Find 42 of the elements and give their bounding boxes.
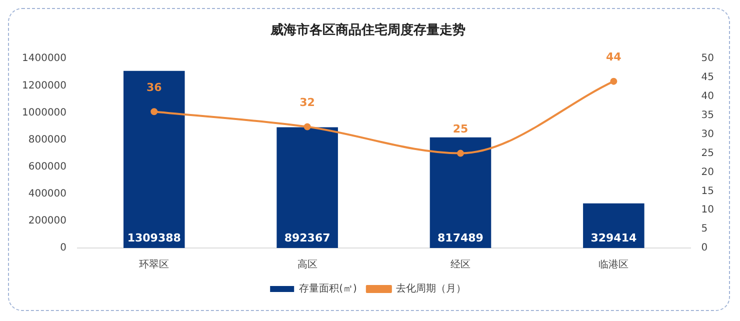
y2-tick-label: 50 [701,53,714,64]
y2-tick-label: 35 [701,110,714,122]
bar [583,203,644,248]
data-label: 1309388 [127,231,181,244]
y-tick-label: 400000 [28,188,67,200]
data-label: 36 [146,80,162,94]
x-tick-label: 高区 [297,258,318,271]
x-tick-label: 临港区 [598,258,629,271]
data-label: 32 [300,96,315,110]
point [610,78,618,85]
y-tick-label: 1200000 [22,80,67,92]
bar [430,137,492,248]
legend-label: 去化周期（月） [396,282,466,295]
y2-tick-label: 5 [701,224,708,235]
y2-tick-label: 20 [701,166,714,178]
y2-tick-label: 10 [701,204,714,216]
chart-title: 威海市各区商品住宅周度存量走势 [270,22,466,38]
data-label: 25 [452,122,468,136]
data-label: 329414 [590,231,637,244]
y2-tick-label: 45 [701,72,714,84]
data-label: 892367 [284,231,330,244]
y-tick-label: 1400000 [22,53,67,64]
y-tick-label: 0 [60,242,67,254]
y2-tick-label: 15 [701,186,714,197]
point [150,108,158,116]
x-tick-label: 经区 [450,258,470,271]
y-tick-label: 1000000 [22,107,67,118]
y2-tick-label: 40 [701,91,714,102]
y2-tick-label: 0 [701,242,708,254]
bar [123,70,185,248]
x-tick-label: 环翠区 [139,260,170,271]
y2-tick-label: 25 [701,148,714,159]
point [457,150,464,157]
y-tick-label: 800000 [28,134,67,146]
data-label: 44 [606,50,622,64]
y-tick-label: 200000 [28,216,67,227]
bar [276,127,338,248]
point [304,123,311,130]
y2-tick-label: 30 [701,128,714,140]
data-label: 817489 [438,231,484,244]
legend-label: 存量面积(㎡) [299,282,357,295]
y-tick-label: 600000 [28,161,67,172]
